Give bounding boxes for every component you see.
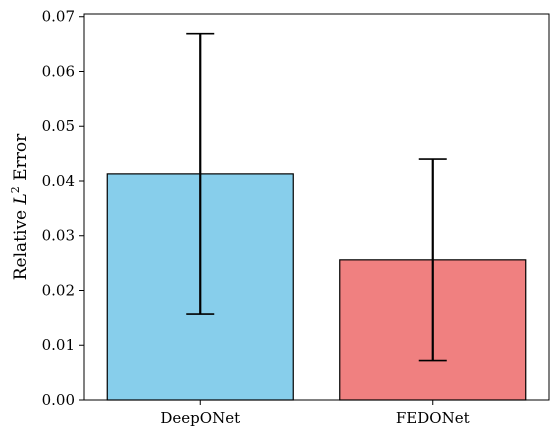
y-axis-label-prefix: Relative xyxy=(11,204,31,280)
bars-layer xyxy=(106,173,527,401)
y-axis-label-var: L xyxy=(11,193,31,205)
y-tick-label: 0.04 xyxy=(42,172,75,190)
y-axis: 0.00 0.01 0.02 0.03 0.04 0.05 0.06 0.07 xyxy=(42,8,84,409)
x-tick-label-fedonet: FEDONet xyxy=(396,409,470,427)
y-tick-label: 0.01 xyxy=(42,336,75,354)
y-tick-label: 0.07 xyxy=(42,8,75,26)
errorbars-layer xyxy=(186,32,447,362)
y-tick-label: 0.03 xyxy=(42,227,75,245)
y-tick-label: 0.02 xyxy=(42,281,75,299)
y-tick-label: 0.05 xyxy=(42,117,75,135)
y-axis-label-suffix: Error xyxy=(11,133,31,186)
x-axis: DeepONet FEDONet xyxy=(160,400,470,427)
plot-frame xyxy=(83,13,550,401)
y-axis-label-sup: 2 xyxy=(9,186,22,193)
x-tick-label-deeponet: DeepONet xyxy=(160,409,240,427)
y-tick-label: 0.06 xyxy=(42,62,75,80)
y-axis-label: Relative L2 Error xyxy=(9,133,31,280)
y-tick-label: 0.00 xyxy=(42,391,75,409)
